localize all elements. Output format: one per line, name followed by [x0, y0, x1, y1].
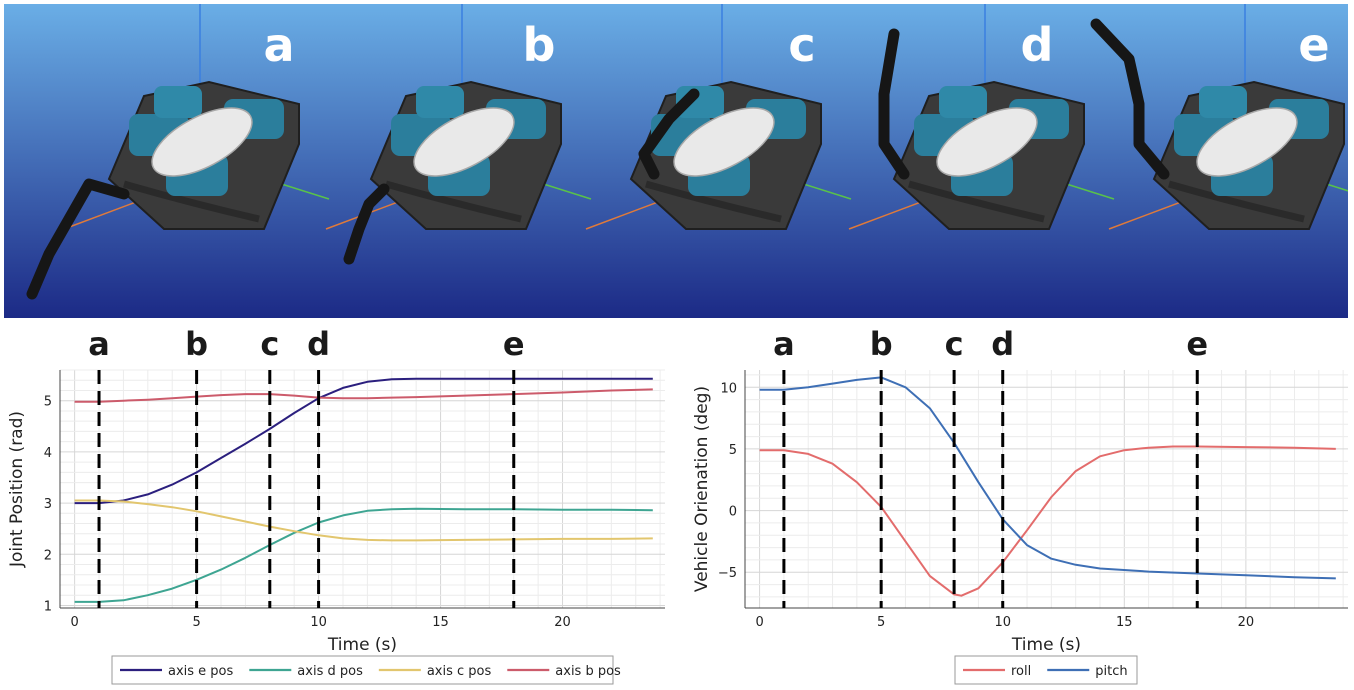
rov-frame: e [1090, 4, 1348, 230]
x-tick-label: 15 [1116, 615, 1133, 630]
series-line-axis-e-pos [74, 377, 653, 505]
event-marker-label: a [88, 325, 110, 363]
legend-label: roll [1011, 664, 1031, 679]
frame-label: c [788, 18, 815, 72]
electronics-tube [673, 107, 775, 177]
series-line-roll [759, 445, 1336, 597]
electronics-tube [1196, 107, 1298, 177]
rov-frame: d [848, 4, 1115, 230]
rov-frame: b [325, 4, 592, 265]
event-marker-label: c [945, 325, 964, 363]
event-marker-label: d [307, 325, 330, 363]
x-tick-label: 0 [70, 615, 78, 630]
x-tick-label: 10 [994, 615, 1011, 630]
event-marker-label: e [1186, 325, 1208, 363]
electronics-tube [151, 107, 253, 177]
y-tick-label: 5 [729, 443, 737, 458]
rov-skid [1168, 180, 1305, 223]
x-tick-label: 5 [192, 615, 200, 630]
series-line-axis-c-pos [74, 499, 653, 542]
x-tick-label: 20 [554, 615, 571, 630]
rov-frame: a [26, 4, 330, 300]
manipulator-arm [1090, 18, 1170, 180]
x-axis-title: Time (s) [1011, 635, 1081, 655]
event-marker-label: c [260, 325, 279, 363]
y-tick-label: −5 [718, 566, 737, 581]
rov-skid [123, 180, 260, 223]
rov-skid [908, 180, 1045, 223]
event-marker-label: a [773, 325, 795, 363]
legend-label: axis e pos [168, 664, 234, 679]
legend: axis e pos axis d pos axis c pos axis b pos [111, 655, 621, 685]
x-axis-title: Time (s) [327, 635, 397, 655]
frame-label: e [1298, 18, 1329, 72]
legend-label: axis b pos [555, 664, 621, 679]
x-tick-label: 5 [877, 615, 885, 630]
series-line-pitch [759, 376, 1336, 580]
rov-simulation-banner: a b c d e [4, 4, 1348, 318]
joint-position-chart: 0 5 10 15 20 1 2 3 4 5 Time (s) Joint Position (rad… [7, 325, 665, 685]
y-tick-label: 10 [720, 381, 737, 396]
x-tick-label: 10 [310, 615, 327, 630]
legend: roll pitch [954, 655, 1138, 685]
y-tick-label: 0 [729, 505, 737, 520]
event-marker-label: b [870, 325, 893, 363]
rov-frame: c [585, 4, 852, 230]
y-tick-label: 4 [44, 446, 52, 461]
y-tick-label: 1 [44, 599, 52, 614]
thruster-housing [939, 86, 987, 118]
rov-skid [385, 180, 522, 223]
grid [745, 370, 1348, 608]
frame-label: d [1021, 18, 1054, 72]
event-marker-label: e [503, 325, 525, 363]
legend-label: pitch [1095, 664, 1127, 679]
y-axis-title: Joint Position (rad) [7, 411, 27, 568]
x-tick-label: 15 [432, 615, 449, 630]
grid [60, 369, 665, 608]
thruster-housing [416, 86, 464, 118]
electronics-tube [936, 107, 1038, 177]
series-line-axis-d-pos [74, 507, 653, 603]
electronics-tube [413, 107, 515, 177]
thruster-housing [154, 86, 202, 118]
thruster-housing [1199, 86, 1247, 118]
x-tick-label: 0 [755, 615, 763, 630]
rov-skid [645, 180, 782, 223]
y-axis-title: Vehicle Orienation (deg) [692, 386, 712, 592]
y-tick-label: 3 [44, 497, 52, 512]
series-line-axis-b-pos [74, 388, 653, 403]
y-tick-label: 5 [44, 395, 52, 410]
manipulator-arm [26, 178, 130, 300]
x-tick-label: 20 [1238, 615, 1255, 630]
y-tick-label: 2 [44, 548, 52, 563]
manipulator-arm [343, 183, 390, 265]
event-marker-label: b [185, 325, 208, 363]
legend-label: axis d pos [297, 664, 363, 679]
event-marker-label: d [991, 325, 1014, 363]
frame-label: b [523, 18, 556, 72]
manipulator-arm [878, 28, 910, 180]
legend-label: axis c pos [427, 664, 492, 679]
frame-label: a [263, 18, 294, 72]
manipulator-arm [638, 88, 700, 180]
